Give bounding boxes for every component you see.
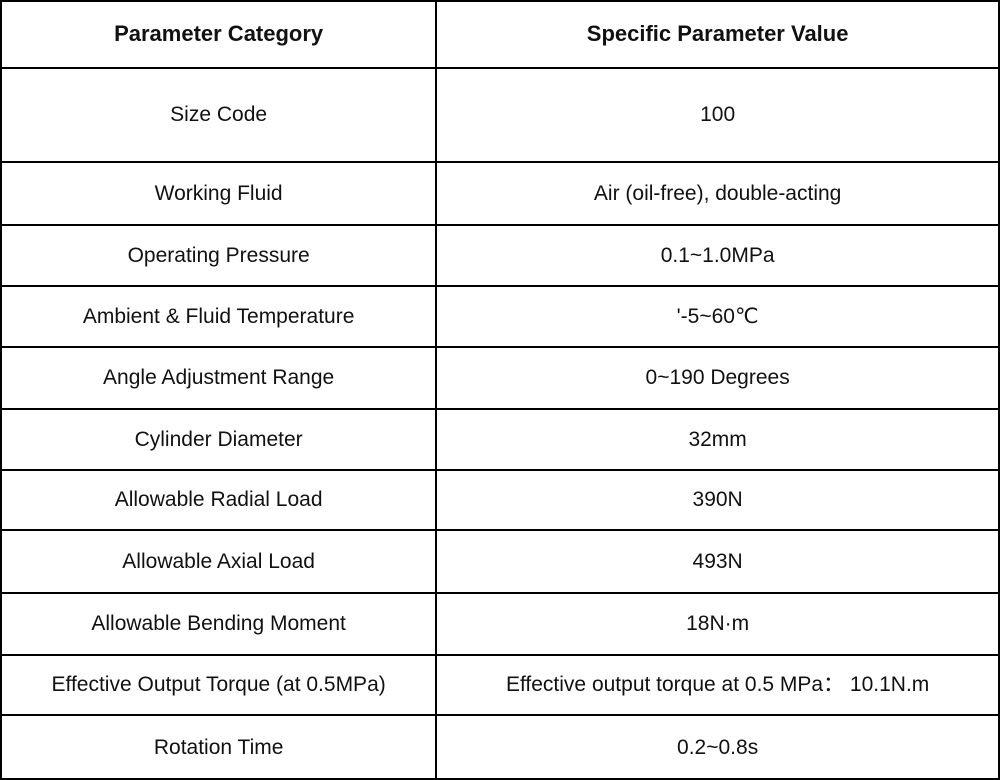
row-size-code-value: 100 bbox=[437, 69, 998, 164]
header-parameter-category: Parameter Category bbox=[2, 2, 438, 69]
row-working-fluid-value: Air (oil-free), double-acting bbox=[437, 163, 998, 226]
row-rotation-time-category: Rotation Time bbox=[2, 716, 438, 778]
row-operating-pressure-value: 0.1~1.0MPa bbox=[437, 226, 998, 287]
row-ambient-fluid-temperature-category: Ambient & Fluid Temperature bbox=[2, 286, 438, 349]
row-cylinder-diameter-category: Cylinder Diameter bbox=[2, 409, 438, 471]
row-effective-output-torque-value: Effective output torque at 0.5 MPa： 10.1… bbox=[437, 656, 998, 717]
row-allowable-radial-load-value: 390N bbox=[437, 471, 998, 532]
row-angle-adjustment-range-category: Angle Adjustment Range bbox=[2, 348, 438, 410]
row-angle-adjustment-range-value: 0~190 Degrees bbox=[437, 348, 998, 410]
row-effective-output-torque-category: Effective Output Torque (at 0.5MPa) bbox=[2, 655, 438, 717]
row-ambient-fluid-temperature-value: '-5~60℃ bbox=[437, 287, 998, 349]
row-size-code-category: Size Code bbox=[2, 68, 438, 164]
row-operating-pressure-category: Operating Pressure bbox=[2, 225, 438, 287]
row-rotation-time-value: 0.2~0.8s bbox=[677, 735, 759, 759]
row-cylinder-diameter-value: 32mm bbox=[437, 410, 998, 471]
row-allowable-axial-load-value: 493N bbox=[437, 531, 998, 594]
row-allowable-radial-load-category: Allowable Radial Load bbox=[2, 470, 438, 532]
row-allowable-bending-moment-value: 18N·m bbox=[437, 594, 998, 656]
row-allowable-bending-moment-category: Allowable Bending Moment bbox=[2, 593, 438, 656]
row-allowable-axial-load-category: Allowable Axial Load bbox=[2, 531, 438, 594]
header-specific-parameter-value: Specific Parameter Value bbox=[437, 2, 998, 69]
row-working-fluid-category: Working Fluid bbox=[2, 163, 438, 226]
